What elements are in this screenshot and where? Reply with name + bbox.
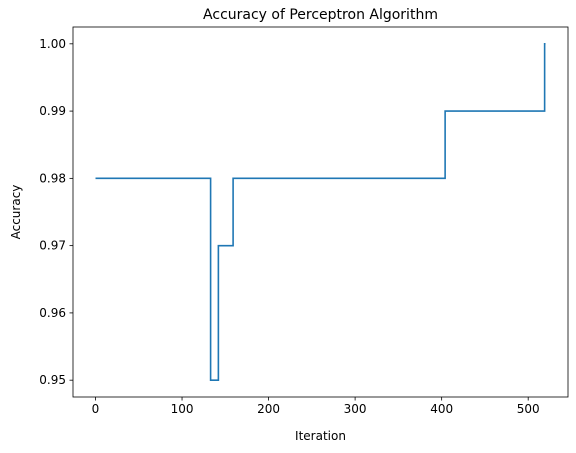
y-tick-label: 1.00 [39, 37, 66, 51]
x-axis-label: Iteration [295, 429, 346, 443]
y-axis-ticks: 0.95 0.96 0.97 0.98 0.99 1.00 [39, 37, 73, 387]
accuracy-series-line [95, 43, 546, 381]
y-axis-label: Accuracy [9, 185, 23, 240]
y-tick-label: 0.98 [39, 171, 66, 185]
axes-frame [72, 26, 569, 398]
y-tick-label: 0.97 [39, 239, 66, 253]
plot-area [95, 43, 546, 381]
y-tick-label: 0.95 [39, 373, 66, 387]
y-tick-label: 0.99 [39, 104, 66, 118]
x-tick-label: 200 [257, 402, 280, 416]
y-tick-label: 0.96 [39, 306, 66, 320]
x-tick-label: 0 [92, 402, 100, 416]
x-tick-label: 100 [171, 402, 194, 416]
x-axis-ticks: 0 100 200 300 400 500 [92, 397, 540, 416]
x-tick-label: 500 [517, 402, 540, 416]
chart-title: Accuracy of Perceptron Algorithm [203, 7, 438, 23]
x-tick-label: 300 [344, 402, 367, 416]
x-tick-label: 400 [430, 402, 453, 416]
